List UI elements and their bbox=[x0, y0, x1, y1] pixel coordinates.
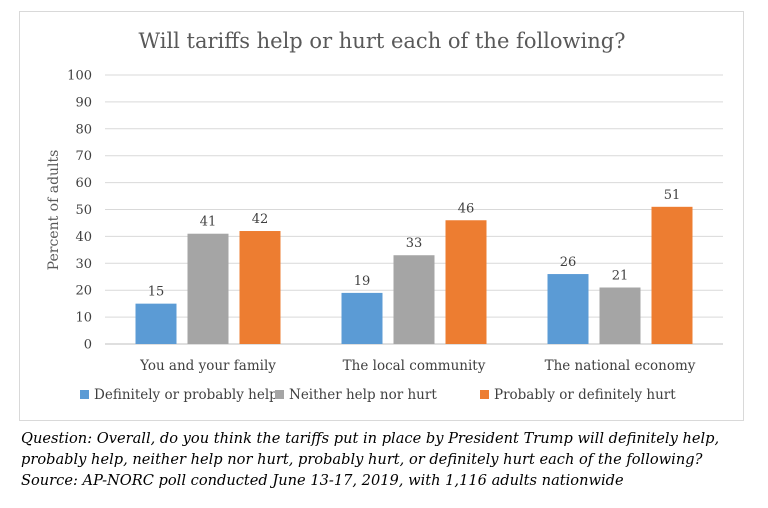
question-line-1: Question: Overall, do you think the tari… bbox=[21, 430, 720, 447]
question-line-2: probably help, neither help nor hurt, pr… bbox=[21, 451, 703, 468]
y-tick-label: 60 bbox=[75, 176, 92, 191]
y-tick-label: 50 bbox=[75, 203, 92, 218]
data-label: 51 bbox=[664, 188, 681, 203]
data-label: 41 bbox=[200, 215, 217, 230]
bar bbox=[135, 303, 177, 344]
category-label: The local community bbox=[343, 358, 486, 374]
legend-swatch bbox=[80, 390, 89, 399]
y-tick-label: 100 bbox=[67, 69, 92, 84]
category-label: The national economy bbox=[545, 358, 696, 374]
bar bbox=[393, 255, 435, 344]
y-tick-label: 10 bbox=[75, 311, 92, 326]
legend-swatch bbox=[275, 390, 284, 399]
category-label: You and your family bbox=[139, 358, 276, 374]
y-axis-ticks: 0 10 20 30 40 50 60 70 80 90 100 bbox=[67, 69, 92, 353]
legend-label: Definitely or probably help bbox=[94, 387, 278, 403]
legend-swatch bbox=[480, 390, 489, 399]
y-tick-label: 20 bbox=[75, 284, 92, 299]
y-tick-label: 80 bbox=[75, 122, 92, 137]
y-tick-label: 30 bbox=[75, 257, 92, 272]
bar bbox=[445, 220, 487, 344]
data-label: 33 bbox=[406, 236, 423, 251]
bars bbox=[135, 206, 693, 344]
data-label: 15 bbox=[148, 285, 165, 300]
legend-label: Probably or definitely hurt bbox=[494, 387, 676, 403]
y-tick-label: 90 bbox=[75, 95, 92, 110]
bar bbox=[239, 231, 281, 344]
y-tick-label: 70 bbox=[75, 149, 92, 164]
y-tick-label: 0 bbox=[84, 338, 92, 353]
bar bbox=[599, 287, 641, 344]
source-line: Source: AP-NORC poll conducted June 13-1… bbox=[21, 472, 624, 489]
bar bbox=[651, 206, 693, 344]
data-labels: 15 41 42 19 33 46 26 21 51 bbox=[148, 188, 681, 300]
data-label: 42 bbox=[252, 212, 269, 227]
y-axis-label: Percent of adults bbox=[46, 150, 62, 271]
data-label: 21 bbox=[612, 269, 629, 284]
bar-chart: Will tariffs help or hurt each of the fo… bbox=[46, 29, 723, 403]
y-tick-label: 40 bbox=[75, 230, 92, 245]
bar bbox=[187, 233, 229, 344]
legend-label: Neither help nor hurt bbox=[289, 387, 437, 403]
data-label: 46 bbox=[458, 201, 475, 216]
data-label: 26 bbox=[560, 255, 577, 270]
data-label: 19 bbox=[354, 274, 371, 289]
legend: Definitely or probably help Neither help … bbox=[80, 387, 676, 403]
x-axis-categories: You and your family The local community Th… bbox=[139, 358, 696, 374]
bar bbox=[341, 292, 383, 344]
chart-title: Will tariffs help or hurt each of the fo… bbox=[139, 29, 626, 53]
bar bbox=[547, 274, 589, 344]
chart-note: Question: Overall, do you think the tari… bbox=[21, 428, 761, 491]
chart-frame: Will tariffs help or hurt each of the fo… bbox=[19, 11, 744, 421]
